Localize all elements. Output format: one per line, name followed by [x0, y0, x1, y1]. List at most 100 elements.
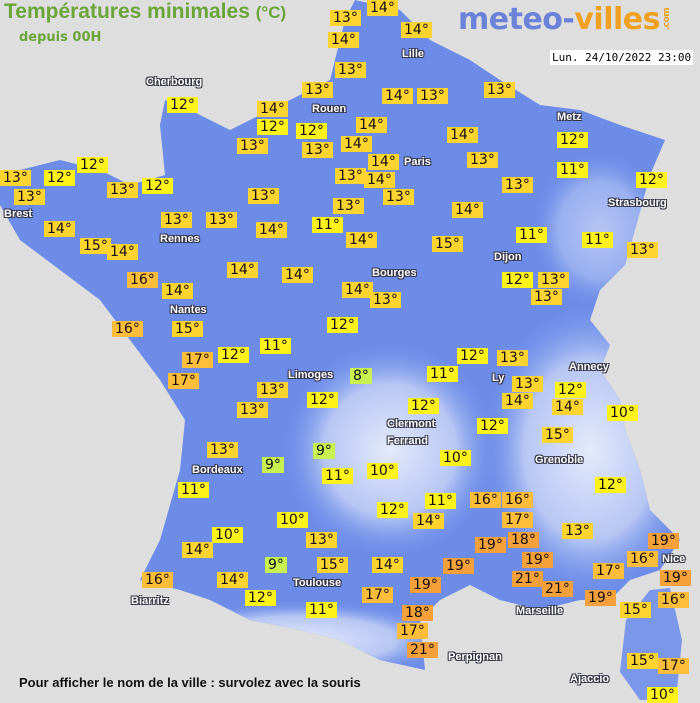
- temperature-label[interactable]: 9°: [265, 557, 287, 573]
- temperature-label[interactable]: 11°: [312, 217, 343, 233]
- temperature-label[interactable]: 13°: [562, 523, 593, 539]
- temperature-label[interactable]: 11°: [306, 602, 337, 618]
- temperature-label[interactable]: 12°: [327, 317, 358, 333]
- temperature-label[interactable]: 12°: [245, 590, 276, 606]
- temperature-label[interactable]: 12°: [307, 392, 338, 408]
- temperature-label[interactable]: 13°: [467, 152, 498, 168]
- temperature-label[interactable]: 9°: [262, 457, 284, 473]
- temperature-label[interactable]: 15°: [172, 321, 203, 337]
- temperature-label[interactable]: 14°: [107, 244, 138, 260]
- temperature-label[interactable]: 19°: [585, 590, 616, 606]
- temperature-label[interactable]: 14°: [282, 267, 313, 283]
- temperature-label[interactable]: 19°: [648, 533, 679, 549]
- temperature-label[interactable]: 10°: [277, 512, 308, 528]
- temperature-label[interactable]: 13°: [383, 189, 414, 205]
- temperature-label[interactable]: 14°: [217, 572, 248, 588]
- temperature-label[interactable]: 12°: [377, 502, 408, 518]
- temperature-label[interactable]: 12°: [44, 170, 75, 186]
- temperature-label[interactable]: 10°: [367, 463, 398, 479]
- temperature-label[interactable]: 13°: [0, 170, 31, 186]
- temperature-label[interactable]: 17°: [182, 352, 213, 368]
- temperature-label[interactable]: 16°: [502, 492, 533, 508]
- temperature-label[interactable]: 14°: [367, 0, 398, 16]
- temperature-label[interactable]: 13°: [237, 402, 268, 418]
- temperature-label[interactable]: 11°: [178, 482, 209, 498]
- temperature-label[interactable]: 14°: [356, 117, 387, 133]
- temperature-label[interactable]: 19°: [443, 558, 474, 574]
- temperature-label[interactable]: 14°: [368, 154, 399, 170]
- temperature-label[interactable]: 21°: [542, 581, 573, 597]
- temperature-label[interactable]: 19°: [522, 552, 553, 568]
- temperature-label[interactable]: 12°: [167, 97, 198, 113]
- temperature-label[interactable]: 12°: [636, 172, 667, 188]
- temperature-label[interactable]: 13°: [484, 82, 515, 98]
- temperature-label[interactable]: 15°: [317, 557, 348, 573]
- temperature-label[interactable]: 11°: [516, 227, 547, 243]
- temperature-label[interactable]: 21°: [407, 642, 438, 658]
- temperature-label[interactable]: 13°: [161, 212, 192, 228]
- temperature-label[interactable]: 14°: [382, 88, 413, 104]
- temperature-label[interactable]: 10°: [647, 687, 678, 703]
- temperature-label[interactable]: 12°: [218, 347, 249, 363]
- temperature-label[interactable]: 16°: [470, 492, 501, 508]
- temperature-label[interactable]: 18°: [508, 532, 539, 548]
- temperature-label[interactable]: 14°: [342, 282, 373, 298]
- temperature-label[interactable]: 13°: [502, 177, 533, 193]
- temperature-label[interactable]: 13°: [512, 376, 543, 392]
- temperature-label[interactable]: 13°: [627, 242, 658, 258]
- temperature-label[interactable]: 17°: [502, 512, 533, 528]
- temperature-label[interactable]: 12°: [142, 178, 173, 194]
- temperature-label[interactable]: 18°: [402, 605, 433, 621]
- temperature-label[interactable]: 17°: [593, 563, 624, 579]
- temperature-label[interactable]: 17°: [397, 623, 428, 639]
- temperature-label[interactable]: 10°: [607, 405, 638, 421]
- temperature-label[interactable]: 17°: [362, 587, 393, 603]
- temperature-label[interactable]: 16°: [127, 272, 158, 288]
- temperature-label[interactable]: 14°: [257, 101, 288, 117]
- temperature-label[interactable]: 15°: [542, 427, 573, 443]
- temperature-label[interactable]: 13°: [207, 442, 238, 458]
- temperature-label[interactable]: 11°: [427, 366, 458, 382]
- temperature-label[interactable]: 16°: [142, 572, 173, 588]
- temperature-label[interactable]: 14°: [364, 172, 395, 188]
- temperature-label[interactable]: 14°: [341, 136, 372, 152]
- temperature-label[interactable]: 11°: [425, 493, 456, 509]
- temperature-label[interactable]: 10°: [440, 450, 471, 466]
- temperature-label[interactable]: 14°: [401, 22, 432, 38]
- temperature-label[interactable]: 14°: [182, 542, 213, 558]
- temperature-label[interactable]: 13°: [14, 189, 45, 205]
- temperature-label[interactable]: 17°: [168, 373, 199, 389]
- temperature-label[interactable]: 14°: [552, 399, 583, 415]
- temperature-label[interactable]: 13°: [497, 350, 528, 366]
- temperature-label[interactable]: 14°: [44, 221, 75, 237]
- temperature-label[interactable]: 16°: [627, 551, 658, 567]
- temperature-label[interactable]: 13°: [257, 382, 288, 398]
- temperature-label[interactable]: 12°: [477, 418, 508, 434]
- temperature-label[interactable]: 13°: [107, 182, 138, 198]
- temperature-label[interactable]: 13°: [206, 212, 237, 228]
- temperature-label[interactable]: 14°: [447, 127, 478, 143]
- temperature-label[interactable]: 13°: [531, 289, 562, 305]
- temperature-label[interactable]: 11°: [557, 162, 588, 178]
- temperature-label[interactable]: 19°: [475, 537, 506, 553]
- temperature-label[interactable]: 11°: [582, 232, 613, 248]
- temperature-label[interactable]: 13°: [306, 532, 337, 548]
- temperature-label[interactable]: 14°: [452, 202, 483, 218]
- temperature-label[interactable]: 16°: [112, 321, 143, 337]
- temperature-label[interactable]: 17°: [658, 658, 689, 674]
- temperature-label[interactable]: 12°: [595, 477, 626, 493]
- temperature-label[interactable]: 14°: [413, 513, 444, 529]
- temperature-label[interactable]: 15°: [432, 236, 463, 252]
- temperature-label[interactable]: 9°: [313, 443, 335, 459]
- meteo-villes-logo[interactable]: meteo-villes .com: [458, 2, 682, 37]
- temperature-label[interactable]: 19°: [410, 577, 441, 593]
- temperature-label[interactable]: 13°: [302, 142, 333, 158]
- temperature-label[interactable]: 13°: [333, 198, 364, 214]
- temperature-label[interactable]: 13°: [335, 62, 366, 78]
- temperature-label[interactable]: 13°: [302, 82, 333, 98]
- temperature-label[interactable]: 15°: [80, 238, 111, 254]
- temperature-label[interactable]: 12°: [502, 272, 533, 288]
- temperature-label[interactable]: 10°: [212, 527, 243, 543]
- temperature-label[interactable]: 13°: [370, 292, 401, 308]
- temperature-label[interactable]: 12°: [457, 348, 488, 364]
